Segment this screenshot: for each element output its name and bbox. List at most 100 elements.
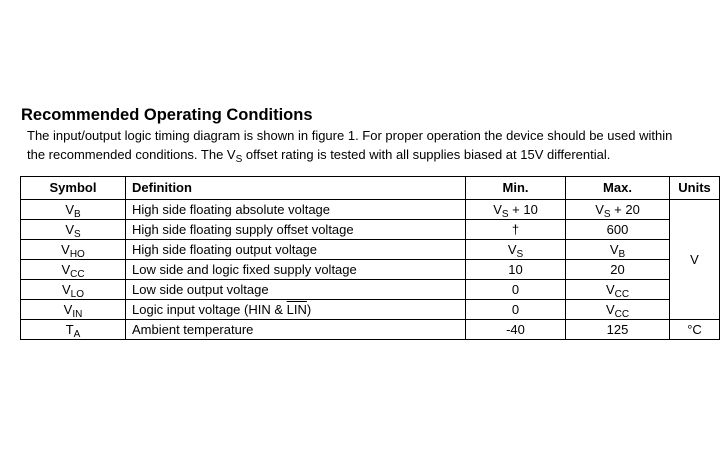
table-cell: High side floating absolute voltage <box>125 199 466 220</box>
table-cell: -40 <box>465 319 566 340</box>
subscript: S <box>516 248 524 260</box>
table-cell: VIN <box>20 299 126 320</box>
intro-line: The input/output logic timing diagram is… <box>27 126 672 145</box>
table-body: VB High side floating absolute voltage VS … <box>20 199 720 340</box>
subscript: HO <box>69 248 85 260</box>
table-cell: VCC <box>20 259 126 280</box>
table-cell: 20 <box>565 259 670 280</box>
subscript: CC <box>614 308 630 320</box>
overline-text: LIN <box>286 301 307 317</box>
cell-text: Low side and logic fixed supply voltage <box>132 261 357 277</box>
section-title: Recommended Operating Conditions <box>21 106 313 124</box>
table-cell: VCC <box>565 279 670 300</box>
table-cell: † <box>465 219 566 240</box>
text: V <box>493 201 502 217</box>
text: V <box>61 261 71 277</box>
table-cell: High side floating output voltage <box>125 239 466 260</box>
text: ) <box>306 301 312 317</box>
column-header: Max. <box>565 176 670 200</box>
text: V <box>63 301 73 317</box>
cell-text: °C <box>687 321 702 337</box>
cell-text: High side floating output voltage <box>132 241 318 257</box>
cell-text: -40 <box>506 321 525 337</box>
text: T <box>65 321 74 337</box>
table-cell: Logic input voltage (HIN & LIN) <box>125 299 466 320</box>
cell-text: † <box>511 221 520 237</box>
table-cell: 0 <box>465 279 566 300</box>
table-row: VLO Low side output voltage 0 VCC <box>20 279 720 300</box>
cell-text: High side floating absolute voltage <box>132 201 331 217</box>
table-row: VHO High side floating output voltage VS VB <box>20 239 720 260</box>
table-row: VCC Low side and logic fixed supply volta… <box>20 259 720 280</box>
subscript: S <box>235 154 243 165</box>
text: V <box>595 201 604 217</box>
subscript: S <box>74 228 81 240</box>
header-row: Symbol Definition Min. Max. Units <box>20 176 720 200</box>
subscript: A <box>73 328 81 340</box>
subscript: B <box>74 208 81 220</box>
table-cell: 10 <box>465 259 566 280</box>
table-cell: V <box>669 199 720 320</box>
table-cell: VB <box>20 199 126 220</box>
text: V <box>605 281 615 297</box>
table-row: VIN Logic input voltage (HIN & LIN) 0 VCC <box>20 299 720 320</box>
table-cell: VHO <box>20 239 126 260</box>
cell-text: Low side output voltage <box>132 281 269 297</box>
table-cell: VS + 20 <box>565 199 670 220</box>
table-cell: VCC <box>565 299 670 320</box>
text: offset rating is tested with all supplie… <box>242 147 611 162</box>
text: V <box>65 221 74 237</box>
text: V <box>605 301 615 317</box>
text: + 20 <box>610 201 640 217</box>
table-cell: Ambient temperature <box>125 319 466 340</box>
table-cell: VS <box>465 239 566 260</box>
table-cell: VS + 10 <box>465 199 566 220</box>
cell-text: 20 <box>610 261 625 277</box>
table-cell: High side floating supply offset voltage <box>125 219 466 240</box>
table-cell: Low side output voltage <box>125 279 466 300</box>
subscript: B <box>618 248 626 260</box>
intro-line: the recommended conditions. The VS offse… <box>27 145 672 165</box>
text: V <box>65 201 74 217</box>
column-header: Units <box>669 176 720 200</box>
cell-text: High side floating supply offset voltage <box>132 221 354 237</box>
table-row: TA Ambient temperature -40 125 °C <box>20 319 720 340</box>
subscript: LO <box>70 288 84 300</box>
subscript: S <box>603 208 611 220</box>
table-cell: 0 <box>465 299 566 320</box>
table-cell: TA <box>20 319 126 340</box>
table-cell: Low side and logic fixed supply voltage <box>125 259 466 280</box>
subscript: S <box>501 208 509 220</box>
intro-paragraph: The input/output logic timing diagram is… <box>27 126 672 165</box>
subscript: IN <box>72 308 83 320</box>
table-row: VB High side floating absolute voltage VS … <box>20 199 720 320</box>
conditions-table: Symbol Definition Min. Max. Units VB High sid… <box>20 176 720 340</box>
cell-text: 125 <box>606 321 629 337</box>
table-cell: VS <box>20 219 126 240</box>
table-cell: 600 <box>565 219 670 240</box>
cell-text: 600 <box>606 221 629 237</box>
text: V <box>507 241 517 257</box>
column-header: Definition <box>125 176 466 200</box>
table-row: VS High side floating supply offset volta… <box>20 219 720 240</box>
column-header: Min. <box>465 176 566 200</box>
table-cell: VLO <box>20 279 126 300</box>
cell-text: 0 <box>511 301 520 317</box>
text: V <box>61 241 70 257</box>
text: Logic input voltage (HIN & <box>132 301 287 317</box>
text: V <box>609 241 619 257</box>
table-cell: °C <box>669 319 720 340</box>
text: V <box>61 281 71 297</box>
text: + 10 <box>508 201 538 217</box>
cell-text: Ambient temperature <box>132 321 254 337</box>
table-cell: 125 <box>565 319 670 340</box>
column-header: Symbol <box>20 176 126 200</box>
cell-text: V <box>690 251 699 267</box>
cell-text: 0 <box>511 281 520 297</box>
text: The input/output logic timing diagram is… <box>27 128 673 143</box>
table-cell: VB <box>565 239 670 260</box>
subscript: CC <box>614 288 630 300</box>
subscript: CC <box>70 268 85 280</box>
cell-text: 10 <box>508 261 523 277</box>
